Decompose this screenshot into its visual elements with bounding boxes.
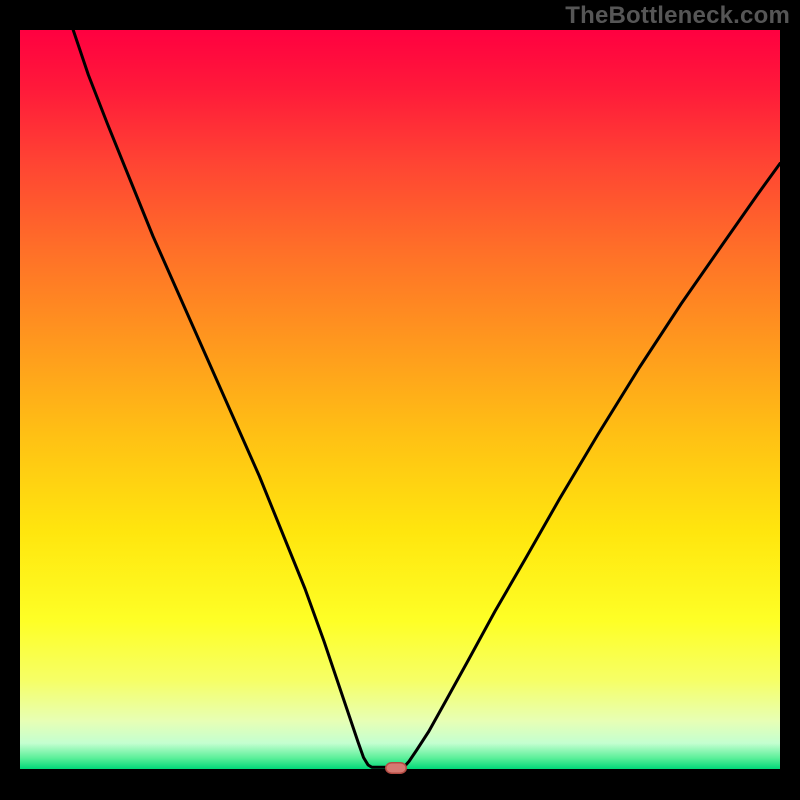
chart-frame: TheBottleneck.com — [0, 0, 800, 800]
bottleneck-curve — [20, 30, 780, 780]
optimum-marker-shape — [385, 762, 407, 774]
watermark-text: TheBottleneck.com — [565, 2, 790, 30]
optimum-marker — [385, 761, 407, 773]
plot-area — [20, 30, 780, 780]
